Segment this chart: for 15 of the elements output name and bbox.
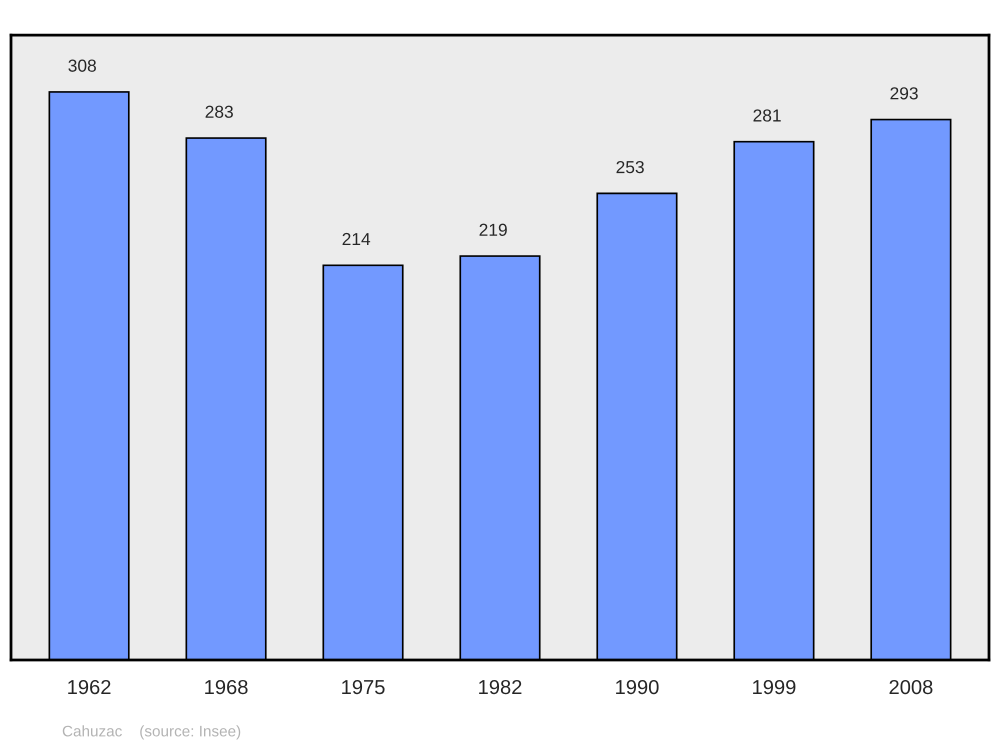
x-tick-label: 1962 <box>68 680 110 694</box>
data-label: 293 <box>890 87 918 100</box>
x-tick-label: 1999 <box>753 680 796 694</box>
data-label: 214 <box>342 232 370 246</box>
x-tick-label: 1990 <box>616 680 659 694</box>
data-label: 253 <box>616 160 644 174</box>
data-label: 281 <box>753 109 781 122</box>
x-tick-label: 1982 <box>479 680 522 694</box>
data-label: 219 <box>480 224 507 236</box>
text: Cahuzac (source: Insee) <box>62 725 240 740</box>
x-tick-label: 1975 <box>342 680 385 694</box>
x-tick-label: 1968 <box>205 680 248 694</box>
data-label: 283 <box>206 106 233 118</box>
x-tick-label: 2008 <box>890 680 932 694</box>
data-label: 308 <box>68 60 96 72</box>
